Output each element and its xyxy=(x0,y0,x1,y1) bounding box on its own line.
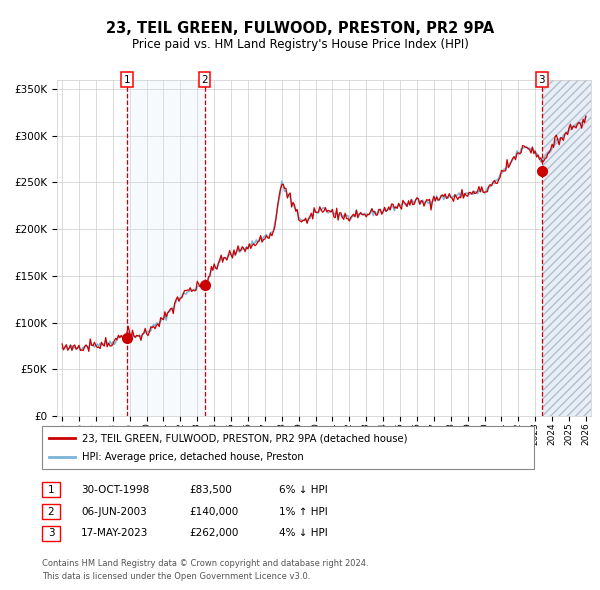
Text: £262,000: £262,000 xyxy=(189,529,238,538)
Text: 3: 3 xyxy=(538,75,545,84)
Text: £83,500: £83,500 xyxy=(189,485,232,494)
Text: 1: 1 xyxy=(124,75,130,84)
Text: £140,000: £140,000 xyxy=(189,507,238,516)
Text: 06-JUN-2003: 06-JUN-2003 xyxy=(81,507,147,516)
Bar xyxy=(127,80,205,416)
Text: 1: 1 xyxy=(47,485,55,494)
Bar xyxy=(542,80,600,416)
Text: 17-MAY-2023: 17-MAY-2023 xyxy=(81,529,148,538)
Text: 2: 2 xyxy=(47,507,55,516)
Text: 3: 3 xyxy=(47,529,55,538)
Text: 1% ↑ HPI: 1% ↑ HPI xyxy=(279,507,328,516)
Text: 2: 2 xyxy=(201,75,208,84)
Text: 30-OCT-1998: 30-OCT-1998 xyxy=(81,485,149,494)
Text: 4% ↓ HPI: 4% ↓ HPI xyxy=(279,529,328,538)
Text: 23, TEIL GREEN, FULWOOD, PRESTON, PR2 9PA (detached house): 23, TEIL GREEN, FULWOOD, PRESTON, PR2 9P… xyxy=(82,433,408,443)
Text: 23, TEIL GREEN, FULWOOD, PRESTON, PR2 9PA: 23, TEIL GREEN, FULWOOD, PRESTON, PR2 9P… xyxy=(106,21,494,35)
Text: Price paid vs. HM Land Registry's House Price Index (HPI): Price paid vs. HM Land Registry's House … xyxy=(131,38,469,51)
Text: HPI: Average price, detached house, Preston: HPI: Average price, detached house, Pres… xyxy=(82,452,304,462)
Text: 6% ↓ HPI: 6% ↓ HPI xyxy=(279,485,328,494)
Text: Contains HM Land Registry data © Crown copyright and database right 2024.
This d: Contains HM Land Registry data © Crown c… xyxy=(42,559,368,581)
